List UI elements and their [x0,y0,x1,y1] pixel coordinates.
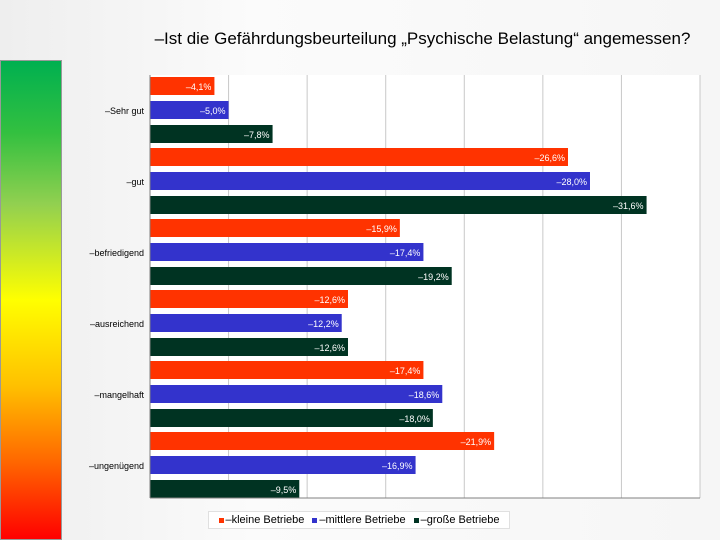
legend-label-large: –große Betriebe [420,514,500,526]
data-label: –18,6% [409,390,440,400]
bar [150,172,590,190]
category-label: –gut [126,177,144,187]
data-label: –4,1% [186,82,212,92]
data-label: –16,9% [382,461,413,471]
bar [150,385,443,403]
legend-item-medium: –mittlere Betriebe [312,514,406,526]
bar [150,196,647,214]
bar [150,480,300,498]
data-label: –12,6% [314,295,345,305]
legend-label-small: –kleine Betriebe [225,514,305,526]
bar [150,219,400,237]
chart-legend: –kleine Betriebe –mittlere Betriebe –gro… [208,511,510,529]
data-label: –7,8% [244,130,270,140]
rating-color-scale [0,60,62,540]
category-label: –Sehr gut [105,106,145,116]
bar [150,267,452,285]
data-label: –19,2% [418,272,449,282]
bar [150,148,568,166]
bar [150,432,495,450]
category-label: –ausreichend [90,319,144,329]
data-label: –9,5% [271,485,297,495]
legend-swatch-medium [312,517,318,523]
bar [150,409,433,427]
data-label: –18,0% [399,414,430,424]
bar [150,290,348,308]
data-label: –28,0% [556,177,587,187]
bar [150,243,424,261]
data-label: –5,0% [200,106,226,116]
data-label: –31,6% [613,201,644,211]
legend-swatch-small [218,517,224,523]
category-label: –befriedigend [89,248,144,258]
bar [150,338,348,356]
bar [150,361,424,379]
data-label: –15,9% [366,224,397,234]
plot-area [150,75,700,498]
data-label: –26,6% [534,153,565,163]
bar [150,125,273,143]
data-label: –12,6% [314,343,345,353]
legend-swatch-large [413,517,419,523]
data-label: –12,2% [308,319,339,329]
category-label: –ungenügend [89,461,144,471]
legend-item-small: –kleine Betriebe [218,514,305,526]
category-label: –mangelhaft [94,390,144,400]
bar [150,314,342,332]
legend-label-medium: –mittlere Betriebe [319,514,406,526]
bar [150,101,229,119]
bar [150,77,215,95]
bar [150,456,416,474]
legend-item-large: –große Betriebe [413,514,500,526]
data-label: –17,4% [390,248,421,258]
data-label: –17,4% [390,366,421,376]
data-label: –21,9% [461,437,492,447]
chart-title: –Ist die Gefährdungsbeurteilung „Psychis… [154,29,691,48]
